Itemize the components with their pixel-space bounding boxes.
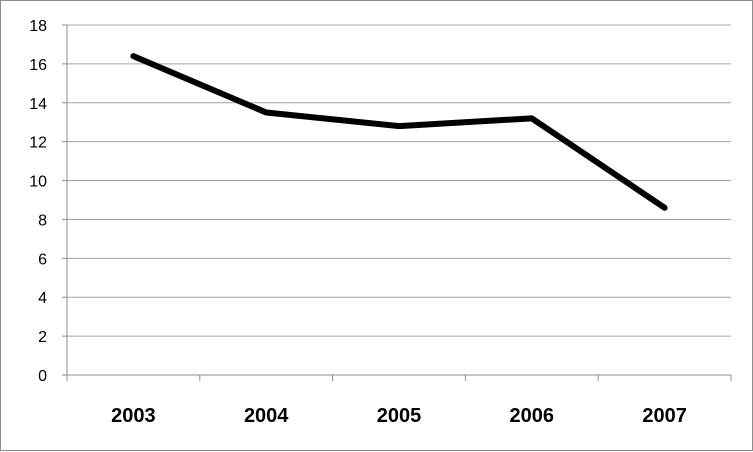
y-tick-label: 18 [29,18,47,35]
axes [62,25,731,381]
y-tick-label: 12 [29,135,47,152]
x-tick-labels: 2003 2004 2005 2006 2007 [111,405,687,427]
series [133,56,664,208]
y-tick-label: 0 [38,368,47,385]
x-tick-label-2006: 2006 [510,405,555,427]
x-tick-label-2004: 2004 [244,405,289,427]
x-tick-label-2007: 2007 [642,405,687,427]
y-tick-label: 14 [29,96,47,113]
y-tick-labels: 0 2 4 6 8 10 12 14 16 18 [29,18,47,385]
y-tick-label: 10 [29,174,47,191]
y-tick-label: 8 [38,212,47,229]
series-line-0 [133,56,664,208]
x-tick-label-2005: 2005 [377,405,422,427]
y-tick-label: 6 [38,251,47,268]
y-tick-label: 2 [38,329,47,346]
y-tick-label: 16 [29,57,47,74]
x-tick-label-2003: 2003 [111,405,156,427]
y-tick-label: 4 [38,290,47,307]
